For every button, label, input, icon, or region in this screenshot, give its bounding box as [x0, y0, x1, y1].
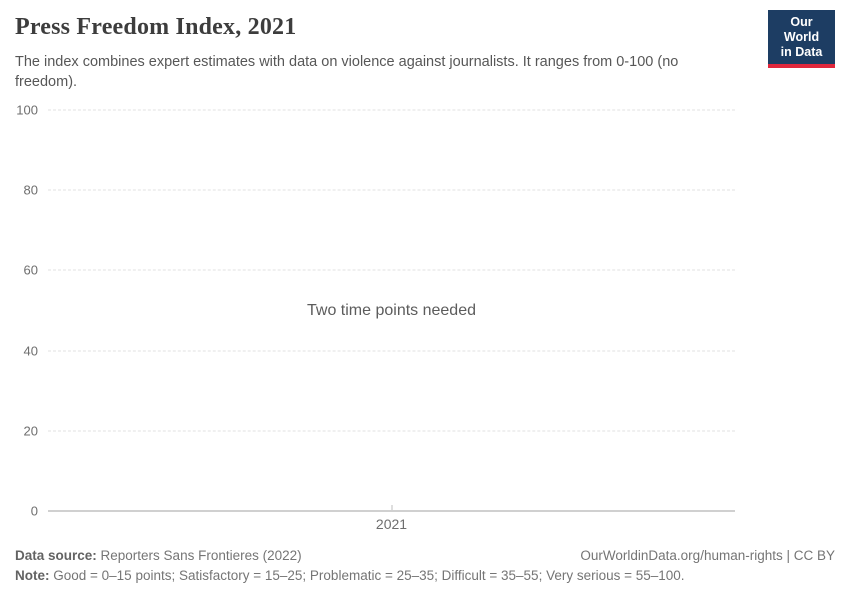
owid-url-link[interactable]: OurWorldinData.org/human-rights | CC BY	[580, 548, 835, 563]
y-tick-label-0: 0	[30, 503, 38, 519]
data-source-value: Reporters Sans Frontieres (2022)	[96, 548, 302, 563]
page-title: Press Freedom Index, 2021	[15, 14, 297, 40]
x-tick-mark-2021	[391, 505, 392, 510]
owid-logo-line1: Our World	[783, 15, 820, 44]
plot-area: Two time points needed 0 20 40 60 80 100 2021	[16, 103, 735, 532]
y-tick-label-40: 40	[23, 343, 38, 359]
data-source-label: Data source:	[15, 548, 97, 563]
y-tick-label-20: 20	[23, 423, 38, 439]
x-tick-label-2021: 2021	[375, 516, 408, 532]
gridline-0	[48, 510, 735, 512]
gridline-20	[48, 430, 735, 432]
gridline-60	[48, 269, 735, 271]
y-tick-label-60: 60	[23, 262, 38, 278]
footer-row-1: Data source: Reporters Sans Frontieres (…	[15, 546, 835, 566]
empty-state-message: Two time points needed	[307, 301, 476, 319]
chart-subtitle: The index combines expert estimates with…	[15, 54, 679, 90]
gridline-100	[48, 109, 735, 111]
note-label: Note:	[15, 568, 50, 583]
footer-row-2: Note: Good = 0–15 points; Satisfactory =…	[15, 566, 835, 586]
note-value: Good = 0–15 points; Satisfactory = 15–25…	[49, 568, 685, 583]
chart-footer: Data source: Reporters Sans Frontieres (…	[15, 546, 835, 586]
owid-logo: Our World in Data	[768, 10, 835, 68]
y-tick-label-80: 80	[23, 182, 38, 198]
gridline-80	[48, 189, 735, 191]
data-source-line: Data source: Reporters Sans Frontieres (…	[15, 546, 302, 566]
owid-logo-line2: in Data	[780, 45, 823, 59]
y-tick-label-100: 100	[16, 102, 38, 118]
gridline-40	[48, 350, 735, 352]
